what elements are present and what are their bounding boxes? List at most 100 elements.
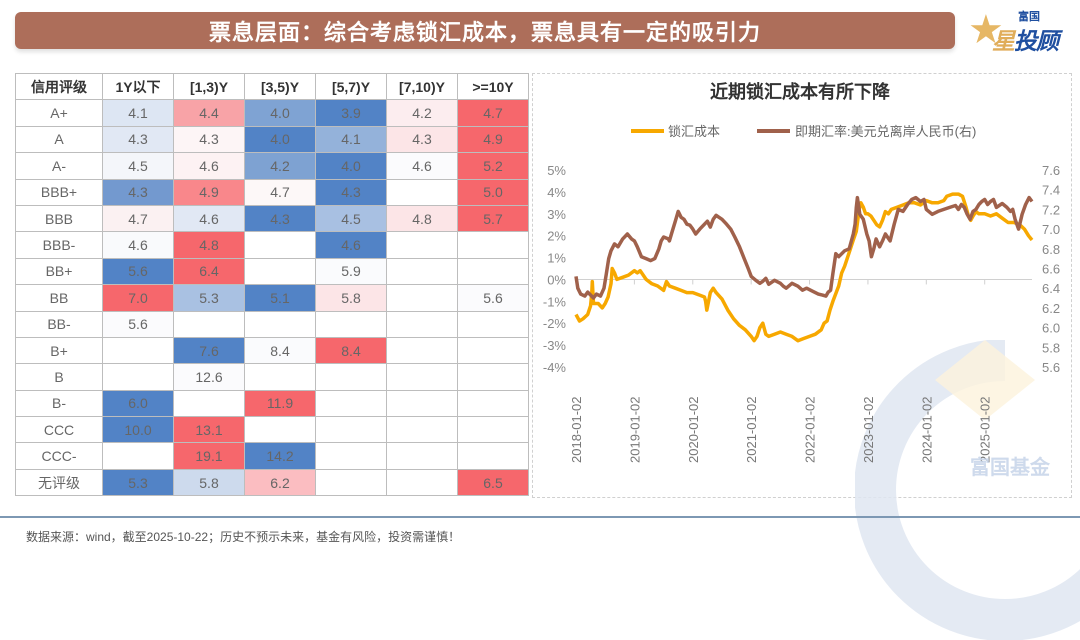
chart-panel xyxy=(532,73,1072,498)
yield-cell: 5.2 xyxy=(457,152,529,180)
rating-label: B xyxy=(15,363,103,391)
y-right-tick-label: 6.6 xyxy=(1042,262,1060,277)
table-row: BBB 4.7 4.6 4.3 4.5 4.8 5.7 xyxy=(15,204,529,233)
yield-cell xyxy=(102,363,174,391)
rating-label: B+ xyxy=(15,336,103,365)
brand-logo: ★ 富国 星投顾 xyxy=(968,4,1073,56)
yield-cell xyxy=(457,336,529,365)
yield-cell: 5.3 xyxy=(173,284,245,312)
rating-label: B- xyxy=(15,389,103,418)
table-row: B+ 7.6 8.4 8.4 xyxy=(15,336,529,365)
yield-cell: 4.3 xyxy=(173,125,245,154)
yield-cell xyxy=(386,468,458,497)
yield-cell xyxy=(315,416,387,444)
table-row: B 12.6 xyxy=(15,363,529,391)
series-lines xyxy=(574,192,1034,343)
yield-cell xyxy=(244,257,316,286)
yield-cell: 5.6 xyxy=(457,284,529,312)
logo-big-text: 星投顾 xyxy=(992,22,1059,56)
y-right-tick-label: 6.0 xyxy=(1042,321,1060,336)
table-row: CCC 10.0 13.1 xyxy=(15,416,529,444)
yield-cell: 10.0 xyxy=(102,416,174,444)
yield-cell: 4.4 xyxy=(173,99,245,127)
y-left-tick-label: -4% xyxy=(543,360,567,375)
table-row: B- 6.0 11.9 xyxy=(15,389,529,418)
yield-cell xyxy=(386,284,458,312)
yield-cell: 5.6 xyxy=(102,310,174,338)
yield-cell xyxy=(386,178,458,206)
x-tick-label: 2024-01-02 xyxy=(919,397,934,464)
yield-cell xyxy=(457,416,529,444)
yield-cell xyxy=(457,363,529,391)
series-line-lock-cost xyxy=(574,192,1034,343)
y-left-tick-label: 4% xyxy=(547,185,566,200)
yield-cell: 4.6 xyxy=(386,152,458,180)
table-row: BBB- 4.6 4.8 4.6 xyxy=(15,231,529,259)
yield-cell: 6.4 xyxy=(173,257,245,286)
yield-cell xyxy=(386,389,458,418)
yield-cell: 13.1 xyxy=(173,416,245,444)
column-header: [1,3)Y xyxy=(173,72,245,101)
footer-note: 数据来源：wind，截至2025-10-22；历史不预示未来，基金有风险，投资需… xyxy=(26,530,461,544)
table-row: A+ 4.1 4.4 4.0 3.9 4.2 4.7 xyxy=(15,99,529,127)
yield-cell: 5.8 xyxy=(173,468,245,497)
table-row: BBB+ 4.3 4.9 4.7 4.3 5.0 xyxy=(15,178,529,206)
table-row: 无评级 5.3 5.8 6.2 6.5 xyxy=(15,468,529,497)
rating-label: CCC xyxy=(15,416,103,444)
yield-cell: 6.5 xyxy=(457,468,529,497)
yield-cell xyxy=(315,468,387,497)
chart-title: 近期锁汇成本有所下降 xyxy=(710,81,891,102)
yield-cell xyxy=(102,336,174,365)
yield-cell xyxy=(457,442,529,470)
y-right-tick-label: 7.0 xyxy=(1042,222,1060,237)
table-row: BB- 5.6 xyxy=(15,310,529,338)
watermark-text: 富国基金 xyxy=(970,455,1051,479)
yield-cell: 4.9 xyxy=(457,125,529,154)
yield-cell: 4.6 xyxy=(315,231,387,259)
column-header: [5,7)Y xyxy=(315,72,387,101)
yield-cell: 4.7 xyxy=(102,204,174,233)
y-axis-left: 5% 4% 3% 2% 1% 0% -1% -2% -3% -4% xyxy=(543,163,567,375)
yield-cell xyxy=(315,389,387,418)
y-left-tick-label: 1% xyxy=(547,251,566,266)
rating-label: BB xyxy=(15,284,103,312)
y-right-tick-label: 5.6 xyxy=(1042,360,1060,375)
logo-small-text: 富国 xyxy=(1018,10,1040,23)
y-left-tick-label: -1% xyxy=(543,294,567,309)
y-right-tick-label: 6.2 xyxy=(1042,301,1060,316)
legend-label-usdcnh: 即期汇率:美元兑离岸人民币(右) xyxy=(795,124,976,139)
y-left-tick-label: 3% xyxy=(547,207,566,222)
yield-heatmap-table: 信用评级 1Y以下 [1,3)Y [3,5)Y [5,7)Y [7,10)Y >… xyxy=(15,72,529,497)
y-left-tick-label: 2% xyxy=(547,229,566,244)
table-row: BB+ 5.6 6.4 5.9 xyxy=(15,257,529,286)
logo-big-first: 星 xyxy=(992,29,1015,55)
yield-cell xyxy=(173,389,245,418)
yield-cell xyxy=(386,363,458,391)
yield-cell: 4.3 xyxy=(315,178,387,206)
yield-cell: 5.0 xyxy=(457,178,529,206)
yield-cell: 4.6 xyxy=(173,152,245,180)
y-left-tick-label: -2% xyxy=(543,316,567,331)
legend-label-lock-cost: 锁汇成本 xyxy=(668,124,720,139)
yield-cell xyxy=(457,257,529,286)
yield-cell xyxy=(457,310,529,338)
yield-cell: 4.6 xyxy=(102,231,174,259)
footer-divider xyxy=(0,516,1080,518)
column-header: 信用评级 xyxy=(15,72,103,101)
column-header: >=10Y xyxy=(457,72,529,101)
star-icon: ★ xyxy=(968,7,1004,53)
yield-cell: 4.6 xyxy=(173,204,245,233)
yield-cell: 4.5 xyxy=(102,152,174,180)
yield-cell: 4.3 xyxy=(386,125,458,154)
x-axis: 2018-01-02 2019-01-02 2020-01-02 2021-01-02… xyxy=(569,278,1032,464)
x-tick-label: 2020-01-02 xyxy=(686,397,701,464)
y-axis-right: 7.6 7.4 7.2 7.0 6.8 6.6 6.4 6.2 6.0 5.8 5.6 xyxy=(1042,163,1060,375)
y-left-tick-label: 0% xyxy=(547,272,566,287)
table-row: A- 4.5 4.6 4.2 4.0 4.6 5.2 xyxy=(15,152,529,180)
column-header: [3,5)Y xyxy=(244,72,316,101)
yield-cell: 4.2 xyxy=(386,99,458,127)
yield-cell xyxy=(244,416,316,444)
y-right-tick-label: 7.4 xyxy=(1042,183,1060,198)
y-right-tick-label: 7.6 xyxy=(1042,163,1060,178)
yield-cell: 7.6 xyxy=(173,336,245,365)
